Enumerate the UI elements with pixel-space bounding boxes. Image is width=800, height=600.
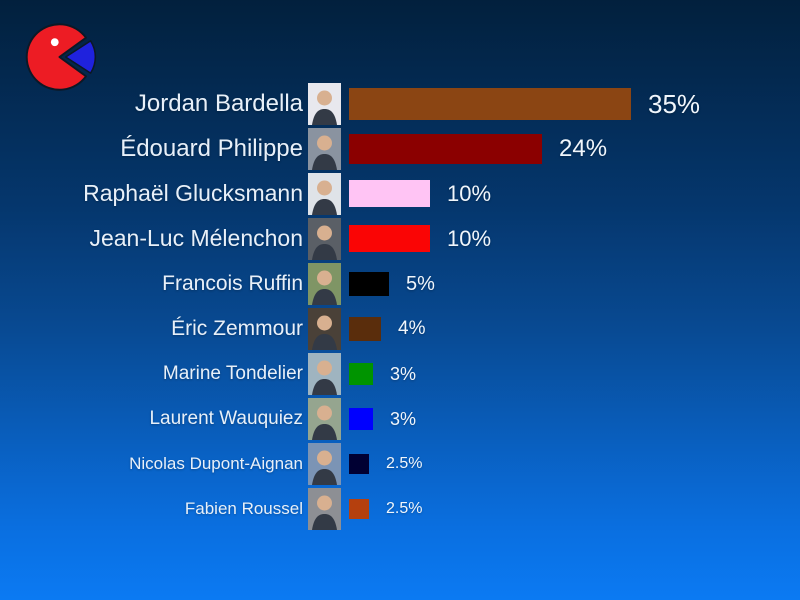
portrait-shoulders (312, 153, 337, 170)
logo-pie-slice (64, 40, 97, 74)
poll-row: Jordan Bardella 35% (0, 81, 800, 126)
poll-row: Édouard Philippe 24% (0, 126, 800, 171)
portrait-shoulders (312, 333, 337, 350)
candidate-photo (308, 442, 341, 485)
portrait-shoulders (312, 423, 337, 440)
portrait-shoulders (312, 198, 337, 215)
candidate-name: Jordan Bardella (134, 89, 303, 117)
candidate-photo (308, 352, 341, 395)
portrait-head (317, 495, 332, 510)
poll-value: 24% (559, 134, 608, 162)
candidate-photo (308, 487, 341, 530)
portrait-shoulders (312, 378, 337, 395)
candidate-photo (308, 172, 341, 215)
portrait-head (317, 315, 332, 330)
candidate-name: Marine Tondelier (162, 363, 303, 384)
portrait-head (317, 270, 332, 285)
candidate-name: Francois Ruffin (162, 272, 303, 295)
poll-value: 5% (406, 272, 435, 295)
poll-value: 4% (398, 318, 426, 339)
poll-row: Jean-Luc Mélenchon 10% (0, 216, 800, 261)
candidate-photo (308, 217, 341, 260)
poll-row: Raphaël Glucksmann 10% (0, 171, 800, 216)
portrait-head (317, 225, 332, 240)
candidate-name: Raphaël Glucksmann (83, 180, 303, 206)
poll-row: Nicolas Dupont-Aignan 2.5% (0, 441, 800, 486)
logo-pie-body (25, 23, 87, 91)
poll-bar (349, 316, 381, 341)
poll-value: 2.5% (386, 499, 423, 517)
candidate-name: Laurent Wauquiez (149, 408, 303, 429)
poll-bar (349, 271, 389, 296)
poll-bar (349, 407, 373, 430)
portrait-shoulders (312, 243, 337, 260)
poll-bar (349, 87, 631, 120)
portrait-head (317, 90, 332, 105)
poll-row: Marine Tondelier 3% (0, 351, 800, 396)
poll-row: Francois Ruffin 5% (0, 261, 800, 306)
poll-list: Jordan Bardella 35% Édouard Philippe 24%… (0, 81, 800, 531)
pie-pacman-logo-icon (25, 23, 97, 91)
candidate-photo (308, 82, 341, 125)
portrait-shoulders (312, 108, 337, 125)
logo-eye (50, 38, 59, 47)
poll-value: 10% (447, 180, 492, 206)
poll-row: Fabien Roussel 2.5% (0, 486, 800, 531)
poll-row: Laurent Wauquiez 3% (0, 396, 800, 441)
portrait-head (317, 450, 332, 465)
portrait-head (317, 135, 332, 150)
candidate-name: Fabien Roussel (184, 499, 303, 518)
poll-bar (349, 133, 542, 164)
poll-value: 10% (447, 225, 492, 251)
poll-value: 3% (390, 408, 417, 429)
candidate-photo (308, 397, 341, 440)
poll-bar (349, 180, 430, 207)
poll-bar (349, 453, 369, 474)
poll-bar (349, 225, 430, 252)
poll-bar (349, 362, 373, 385)
portrait-head (317, 360, 332, 375)
candidate-name: Jean-Luc Mélenchon (89, 225, 303, 251)
portrait-head (317, 405, 332, 420)
portrait-shoulders (312, 468, 337, 485)
portrait-shoulders (312, 513, 337, 530)
candidate-photo (308, 307, 341, 350)
candidate-name: Nicolas Dupont-Aignan (129, 454, 303, 473)
candidate-name: Édouard Philippe (120, 134, 303, 162)
candidate-name: Éric Zemmour (171, 317, 303, 340)
candidate-photo (308, 262, 341, 305)
poll-value: 2.5% (386, 454, 423, 472)
poll-value: 3% (390, 363, 417, 384)
poll-value: 35% (648, 88, 701, 119)
poll-row: Éric Zemmour 4% (0, 306, 800, 351)
poll-bar (349, 498, 369, 519)
portrait-head (317, 180, 332, 195)
portrait-shoulders (312, 288, 337, 305)
candidate-photo (308, 127, 341, 170)
